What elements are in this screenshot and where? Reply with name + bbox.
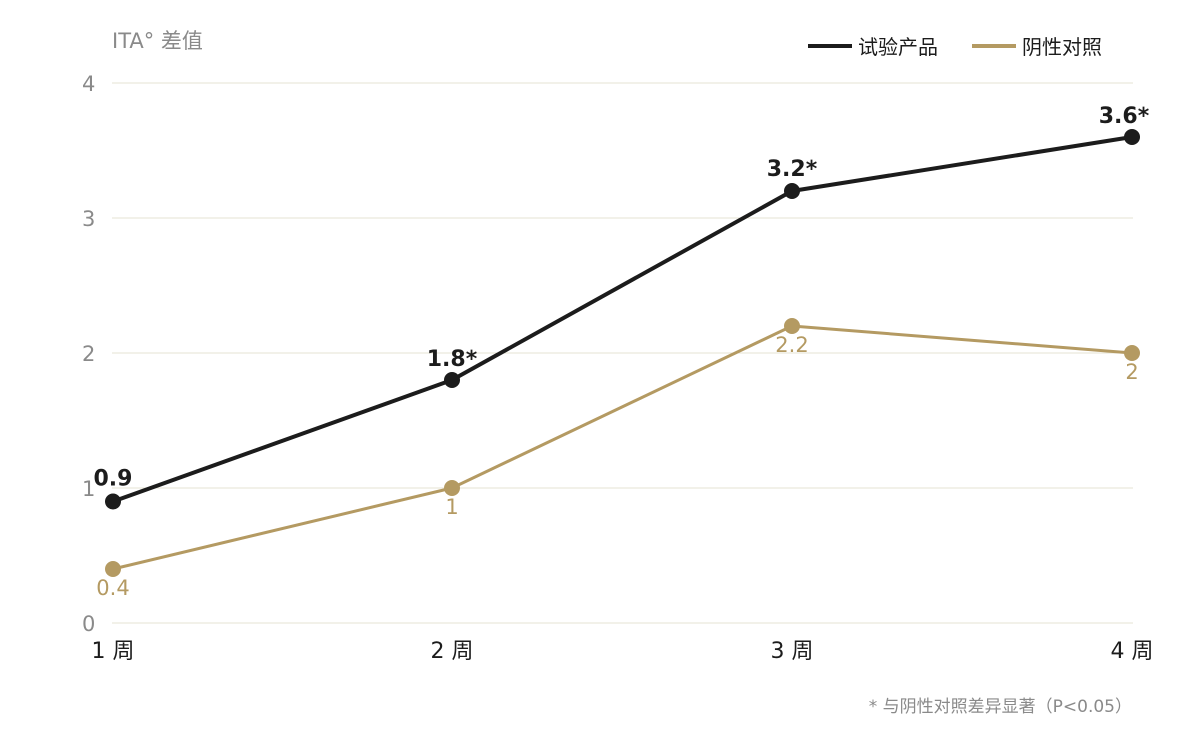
data-point-negative-control	[1124, 345, 1140, 361]
data-point-test-product	[1124, 129, 1140, 145]
data-point-test-product	[444, 372, 460, 388]
legend: 试验产品 阴性对照	[808, 35, 1102, 59]
data-label-negative-control: 1	[445, 495, 458, 519]
legend-label-test-product: 试验产品	[858, 35, 938, 59]
x-tick-label: 3 周	[771, 639, 814, 664]
x-axis-ticks: 1 周 2 周 3 周 4 周	[92, 639, 1154, 664]
data-point-test-product	[784, 183, 800, 199]
y-tick-label: 1	[82, 477, 95, 501]
y-tick-label: 3	[82, 207, 95, 231]
data-point-negative-control	[105, 561, 121, 577]
data-label-negative-control: 0.4	[96, 576, 129, 600]
y-axis-title: ITA° 差值	[112, 29, 203, 53]
x-tick-label: 1 周	[92, 639, 135, 664]
grid-lines	[112, 82, 1133, 624]
data-label-test-product: 1.8*	[427, 347, 478, 372]
data-label-test-product: 3.2*	[767, 157, 818, 182]
significance-footnote: * 与阴性对照差异显著（P<0.05）	[869, 697, 1132, 717]
y-tick-label: 4	[82, 72, 95, 96]
data-point-negative-control	[784, 318, 800, 334]
y-tick-label: 2	[82, 342, 95, 366]
series-lines	[105, 129, 1140, 577]
data-label-negative-control: 2	[1125, 360, 1138, 384]
data-labels: 0.9 1.8* 3.2* 3.6* 0.4 1 2.2 2	[94, 104, 1150, 600]
data-point-test-product	[105, 493, 121, 510]
x-tick-label: 4 周	[1111, 639, 1154, 664]
data-label-negative-control: 2.2	[775, 333, 808, 357]
data-label-test-product: 0.9	[94, 467, 133, 492]
data-label-test-product: 3.6*	[1099, 104, 1150, 129]
series-line-test-product	[112, 135, 1133, 504]
y-tick-label: 0	[82, 612, 95, 636]
legend-label-negative-control: 阴性对照	[1022, 35, 1102, 59]
x-tick-label: 2 周	[431, 639, 474, 664]
data-point-negative-control	[444, 480, 460, 496]
series-line-negative-control	[112, 324, 1133, 571]
y-axis-ticks: 0 1 2 3 4	[82, 72, 95, 636]
